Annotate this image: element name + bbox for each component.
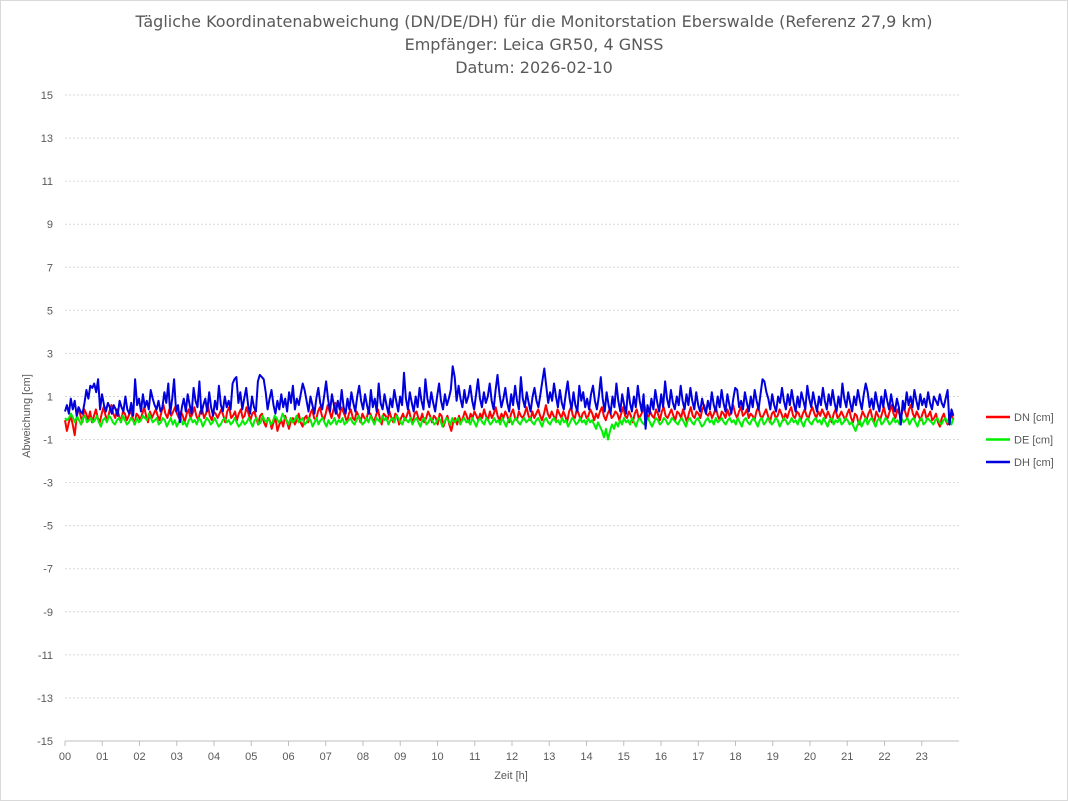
y-tick-label: -9: [43, 607, 53, 619]
x-tick-label: 20: [804, 751, 816, 763]
y-tick-label: 15: [41, 90, 53, 102]
x-tick-label: 16: [655, 751, 667, 763]
x-tick-label: 05: [245, 751, 257, 763]
y-tick-label: 1: [47, 391, 53, 403]
legend: DN [cm] DE [cm] DH [cm]: [986, 412, 1054, 469]
series-line-de: [64, 412, 955, 441]
series-lines: [64, 365, 955, 441]
x-tick-label: 04: [208, 751, 220, 763]
x-tick-label: 12: [506, 751, 518, 763]
y-axis-label: Abweichung [cm]: [21, 374, 33, 458]
y-axis-ticks: 15 13 11 9 7 5 3 1 -1 -3 -5 -7 -9 -11 -13 -15: [37, 90, 53, 748]
y-tick-label: 13: [41, 133, 53, 145]
x-tick-label: 13: [543, 751, 555, 763]
y-tick-label: -1: [43, 435, 53, 447]
x-tick-label: 06: [282, 751, 294, 763]
x-tick-label: 19: [767, 751, 779, 763]
x-tick-label: 22: [878, 751, 890, 763]
series-line-dh: [64, 365, 955, 430]
x-tick-label: 21: [841, 751, 853, 763]
y-tick-label: 11: [42, 176, 53, 188]
chart-subtitle-date: Datum: 2026-02-10: [455, 58, 613, 77]
x-tick-label: 18: [729, 751, 741, 763]
y-tick-label: -7: [43, 564, 53, 576]
chart-subtitle-receiver: Empfänger: Leica GR50, 4 GNSS: [404, 35, 664, 54]
x-tick-label: 17: [692, 751, 704, 763]
legend-label: DN [cm]: [1014, 412, 1054, 424]
x-tick-label: 15: [618, 751, 630, 763]
y-tick-label: 5: [47, 305, 53, 317]
y-tick-label: -11: [38, 650, 53, 662]
legend-label: DH [cm]: [1014, 457, 1054, 469]
x-axis-label: Zeit [h]: [494, 770, 528, 782]
x-tick-label: 01: [96, 751, 108, 763]
x-tick-label: 09: [394, 751, 406, 763]
y-tick-label: -15: [37, 736, 53, 748]
y-tick-label: -13: [37, 693, 53, 705]
x-tick-label: 02: [133, 751, 145, 763]
x-tick-label: 23: [916, 751, 928, 763]
y-tick-label: -5: [43, 521, 53, 533]
x-tick-label: 11: [469, 751, 480, 763]
x-tick-label: 00: [59, 751, 71, 763]
x-tick-label: 10: [431, 751, 443, 763]
y-tick-label: 7: [47, 262, 53, 274]
x-tick-label: 07: [320, 751, 332, 763]
x-tick-label: 08: [357, 751, 369, 763]
y-tick-label: -3: [43, 478, 53, 490]
x-tick-label: 14: [580, 751, 592, 763]
x-tick-label: 03: [171, 751, 183, 763]
y-tick-label: 3: [47, 348, 53, 360]
chart-title: Tägliche Koordinatenabweichung (DN/DE/DH…: [135, 12, 933, 31]
gridlines: [65, 94, 959, 742]
legend-label: DE [cm]: [1014, 435, 1053, 447]
y-tick-label: 9: [47, 219, 53, 231]
x-axis-ticks: 00 01 02 03 04 05 06 07 08 09 10 11 12 13 14 15 16 17 18 19…: [59, 741, 928, 763]
